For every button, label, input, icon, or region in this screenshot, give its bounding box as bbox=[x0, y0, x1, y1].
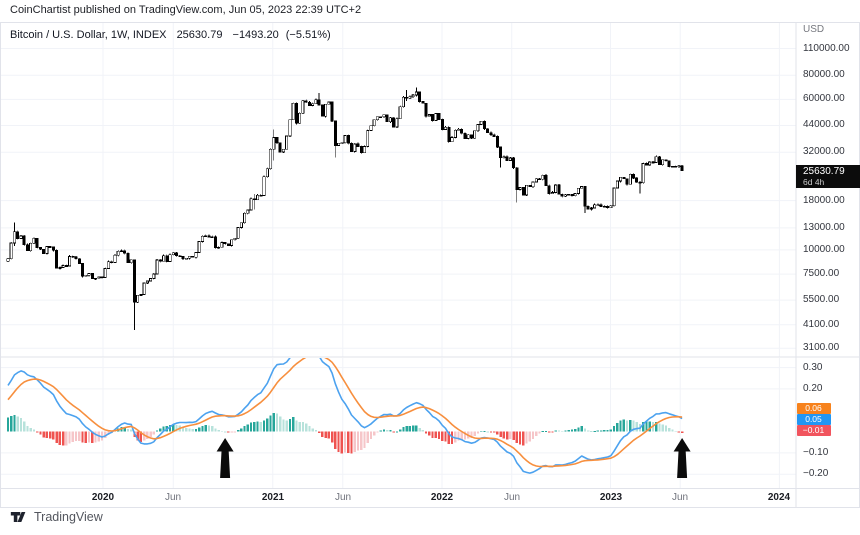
macd-signal-line bbox=[7, 358, 683, 468]
grid-lines bbox=[1, 23, 796, 489]
chart-legend[interactable]: Bitcoin / U.S. Dollar, 1W, INDEX 25630.7… bbox=[10, 29, 338, 41]
price-tick-label: 10000.00 bbox=[803, 244, 845, 255]
indicator-tick-label: −0.10 bbox=[803, 447, 829, 458]
indicator-tick-label: 0.30 bbox=[803, 362, 823, 373]
price-tick-label: 3100.00 bbox=[803, 342, 840, 353]
last-price-badge: 25630.79 6d 4h bbox=[796, 165, 860, 188]
candlestick-series bbox=[6, 87, 684, 331]
bar-countdown: 6d 4h bbox=[803, 177, 825, 187]
tradingview-logo-icon bbox=[10, 512, 26, 522]
last-price: 25630.79 bbox=[176, 29, 223, 41]
signal-value-badge: 0.06 bbox=[796, 403, 831, 414]
time-tick-label: Jun bbox=[334, 492, 352, 503]
time-tick-label: 2020 bbox=[91, 492, 115, 503]
price-tick-label: 80000.00 bbox=[803, 69, 845, 80]
price-change: −1493.20 bbox=[232, 29, 279, 41]
currency-label: USD bbox=[803, 24, 825, 35]
price-tick-label: 7500.00 bbox=[803, 268, 840, 279]
time-tick-label: Jun bbox=[671, 492, 689, 503]
macd-line bbox=[7, 358, 683, 474]
last-price-badge-value: 25630.79 bbox=[803, 166, 845, 177]
up-arrow-annotation[interactable] bbox=[216, 438, 234, 478]
price-tick-label: 60000.00 bbox=[803, 93, 845, 104]
time-tick-label: 2022 bbox=[430, 492, 454, 503]
macd-histogram bbox=[6, 412, 684, 454]
price-tick-label: 44000.00 bbox=[803, 119, 845, 130]
price-tick-label: 13000.00 bbox=[803, 222, 845, 233]
symbol-title: Bitcoin / U.S. Dollar, 1W, INDEX bbox=[10, 29, 167, 41]
tradingview-logo[interactable]: TradingView bbox=[10, 510, 103, 524]
time-tick-label: 2023 bbox=[599, 492, 623, 503]
tradingview-logo-text: TradingView bbox=[34, 510, 103, 524]
time-tick-label: 2024 bbox=[767, 492, 791, 503]
price-tick-label: 4100.00 bbox=[803, 319, 840, 330]
attribution-text: CoinChartist published on TradingView.co… bbox=[10, 4, 362, 16]
indicator-tick-label: 0.20 bbox=[803, 383, 823, 394]
time-tick-label: 2021 bbox=[261, 492, 285, 503]
macd-value-badge: 0.05 bbox=[796, 414, 831, 425]
price-change-percent: (−5.51%) bbox=[285, 29, 331, 41]
indicator-tick-label: −0.20 bbox=[803, 468, 829, 479]
time-tick-label: Jun bbox=[164, 492, 182, 503]
price-tick-label: 18000.00 bbox=[803, 195, 845, 206]
price-tick-label: 110000.00 bbox=[803, 43, 850, 54]
histogram-value-badge: −0.01 bbox=[796, 425, 831, 436]
price-tick-label: 32000.00 bbox=[803, 146, 845, 157]
up-arrow-annotation[interactable] bbox=[673, 438, 691, 478]
price-tick-label: 5500.00 bbox=[803, 294, 840, 305]
time-tick-label: Jun bbox=[503, 492, 521, 503]
